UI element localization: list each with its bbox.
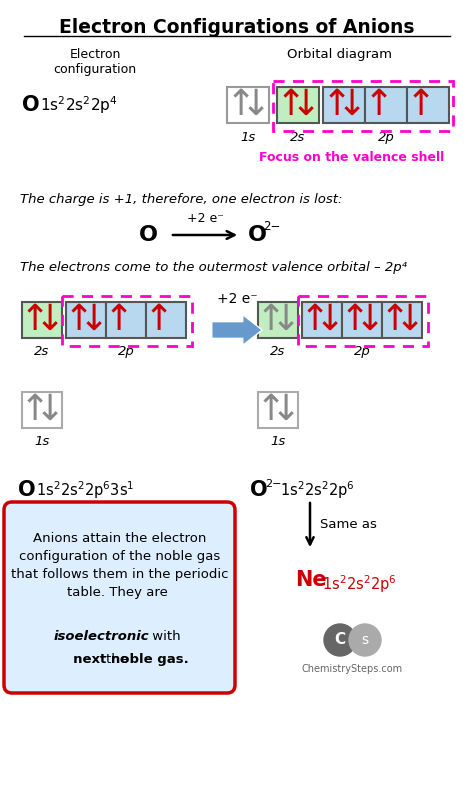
Text: ↓: ↓ bbox=[270, 393, 300, 427]
Text: 2s: 2s bbox=[270, 345, 286, 358]
Text: ↑: ↑ bbox=[20, 393, 50, 427]
Text: ↑: ↑ bbox=[321, 88, 352, 122]
Text: ↓: ↓ bbox=[270, 303, 300, 337]
Text: ↑: ↑ bbox=[364, 88, 393, 122]
Text: ↑: ↑ bbox=[256, 393, 286, 427]
Bar bbox=[323, 87, 365, 123]
Text: 2s: 2s bbox=[291, 131, 306, 144]
Text: 2−: 2− bbox=[265, 479, 282, 489]
Bar bbox=[146, 302, 186, 338]
Text: ↑: ↑ bbox=[225, 88, 255, 122]
Text: +2 e⁻: +2 e⁻ bbox=[187, 212, 223, 225]
Text: next noble gas.: next noble gas. bbox=[50, 653, 189, 666]
Text: Same as: Same as bbox=[320, 519, 377, 532]
Text: O: O bbox=[250, 480, 268, 500]
Bar bbox=[365, 87, 407, 123]
Bar bbox=[302, 302, 342, 338]
Text: The charge is +1, therefore, one electron is lost:: The charge is +1, therefore, one electro… bbox=[20, 194, 343, 207]
FancyArrowPatch shape bbox=[212, 315, 262, 345]
Text: ↓: ↓ bbox=[240, 88, 271, 122]
Text: ChemistrySteps.com: ChemistrySteps.com bbox=[301, 664, 402, 674]
Text: s: s bbox=[362, 633, 369, 647]
Bar bbox=[277, 87, 319, 123]
Text: ↑: ↑ bbox=[144, 303, 174, 337]
Text: 2s: 2s bbox=[35, 345, 50, 358]
Text: ↓: ↓ bbox=[291, 88, 320, 122]
Text: O: O bbox=[248, 225, 267, 245]
Bar bbox=[382, 302, 422, 338]
Text: ↓: ↓ bbox=[78, 303, 108, 337]
Text: 2p: 2p bbox=[354, 345, 370, 358]
Text: ↓: ↓ bbox=[354, 303, 384, 337]
Text: 2p: 2p bbox=[118, 345, 134, 358]
Text: Electron
configuration: Electron configuration bbox=[54, 48, 137, 76]
Text: ↑: ↑ bbox=[380, 303, 410, 337]
Text: ↑: ↑ bbox=[256, 303, 286, 337]
Text: ↑: ↑ bbox=[64, 303, 94, 337]
Text: Electron Configurations of Anions: Electron Configurations of Anions bbox=[59, 18, 415, 37]
Text: Focus on the valence shell: Focus on the valence shell bbox=[259, 151, 445, 164]
Text: O: O bbox=[138, 225, 157, 245]
Text: 2−: 2− bbox=[263, 220, 281, 233]
Text: O: O bbox=[22, 95, 40, 115]
Text: Ne: Ne bbox=[295, 570, 327, 590]
Text: Anions attain the electron
configuration of the noble gas
that follows them in t: Anions attain the electron configuration… bbox=[11, 532, 228, 599]
Text: ↑: ↑ bbox=[275, 88, 306, 122]
Bar bbox=[407, 87, 449, 123]
Text: 1s: 1s bbox=[240, 131, 255, 144]
Text: +2 e⁻: +2 e⁻ bbox=[217, 292, 257, 306]
Bar bbox=[258, 392, 298, 428]
Text: 1s$^2$2s$^2$2p$^6$: 1s$^2$2s$^2$2p$^6$ bbox=[322, 573, 397, 595]
Text: C: C bbox=[335, 633, 346, 647]
Text: 1s: 1s bbox=[270, 435, 286, 448]
Text: ↑: ↑ bbox=[405, 88, 436, 122]
Bar bbox=[342, 302, 382, 338]
Circle shape bbox=[349, 624, 381, 656]
Bar bbox=[66, 302, 106, 338]
Bar bbox=[22, 302, 62, 338]
Bar bbox=[258, 302, 298, 338]
Text: ↓: ↓ bbox=[34, 393, 64, 427]
Text: isoelectronic: isoelectronic bbox=[54, 630, 149, 643]
Text: ↑: ↑ bbox=[340, 303, 370, 337]
Text: with: with bbox=[148, 630, 181, 643]
Text: the: the bbox=[106, 653, 133, 666]
Bar bbox=[106, 302, 146, 338]
Text: Orbital diagram: Orbital diagram bbox=[288, 48, 392, 61]
Bar bbox=[22, 392, 62, 428]
Text: ↓: ↓ bbox=[34, 303, 64, 337]
FancyBboxPatch shape bbox=[4, 502, 235, 693]
Text: ↓: ↓ bbox=[394, 303, 424, 337]
Text: ↓: ↓ bbox=[314, 303, 344, 337]
Text: 1s: 1s bbox=[35, 435, 50, 448]
Text: 1s$^2$2s$^2$2p$^6$3s$^1$: 1s$^2$2s$^2$2p$^6$3s$^1$ bbox=[36, 479, 135, 501]
Text: 1s$^2$2s$^2$2p$^6$: 1s$^2$2s$^2$2p$^6$ bbox=[280, 479, 355, 501]
Text: 1s$^2$2s$^2$2p$^4$: 1s$^2$2s$^2$2p$^4$ bbox=[40, 94, 118, 116]
Circle shape bbox=[324, 624, 356, 656]
Text: ↓: ↓ bbox=[337, 88, 366, 122]
Bar bbox=[227, 87, 269, 123]
Text: O: O bbox=[18, 480, 36, 500]
Text: ↑: ↑ bbox=[20, 303, 50, 337]
Text: ↑: ↑ bbox=[104, 303, 134, 337]
Text: 2p: 2p bbox=[378, 131, 394, 144]
Text: ↑: ↑ bbox=[300, 303, 330, 337]
Text: The electrons come to the outermost valence orbital – 2p⁴: The electrons come to the outermost vale… bbox=[20, 261, 407, 274]
